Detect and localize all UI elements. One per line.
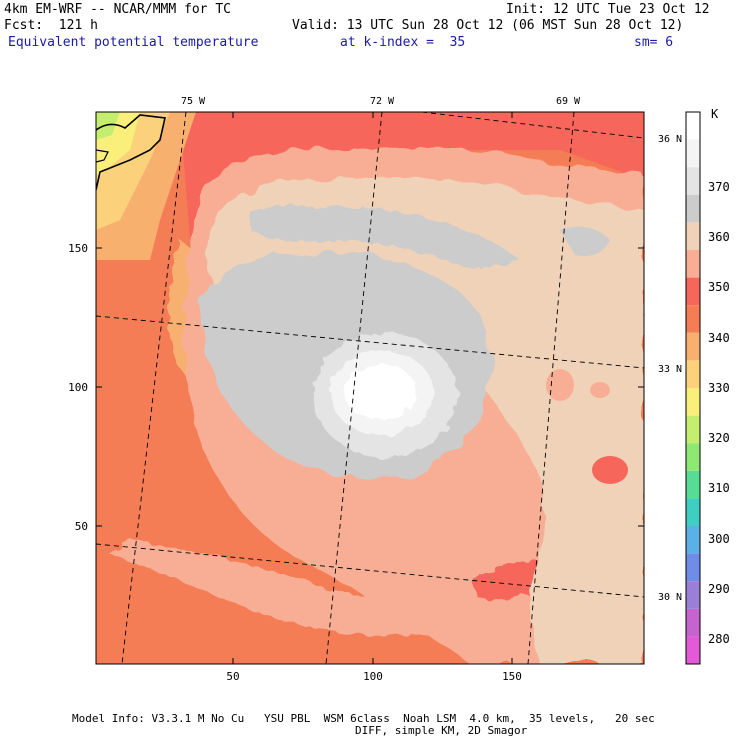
colorbar-swatch [686, 332, 700, 361]
forecast-hour: Fcst: 121 h [4, 18, 98, 33]
colorbar-swatch [686, 222, 700, 250]
lat-label-36n: 36 N [658, 134, 682, 145]
colorbar-swatch [686, 194, 700, 223]
colorbar-label-280: 280 [708, 632, 730, 646]
field-name: Equivalent potential temperature [8, 35, 259, 50]
colorbar-swatch [686, 277, 700, 306]
graticule [95, 111, 645, 665]
meridian-69w [527, 111, 575, 665]
lon-label-72w: 72 W [370, 96, 395, 107]
colorbar-swatch [686, 526, 700, 554]
colorbar-swatch [686, 305, 700, 333]
colorbar-swatch [686, 360, 700, 388]
map-frame [95, 111, 645, 665]
colorbar-frame [685, 111, 701, 665]
colorbar-label-300: 300 [708, 532, 730, 546]
colorbar-label-340: 340 [708, 331, 730, 345]
colorbar-swatch [686, 443, 700, 471]
model-info-diffusion: DIFF, simple KM, 2D Smagor [355, 724, 528, 737]
colorbar-swatch [686, 250, 700, 278]
y-tick-50: 50 [75, 520, 88, 533]
parallel-36n [421, 111, 645, 139]
model-title: 4km EM-WRF -- NCAR/MMM for TC [4, 2, 231, 17]
colorbar-unit: K [711, 107, 719, 121]
lat-label-33n: 33 N [658, 364, 682, 375]
lat-label-30n: 30 N [658, 592, 682, 603]
parallel-30n [95, 543, 645, 598]
colorbar-label-360: 360 [708, 230, 730, 244]
colorbar-label-310: 310 [708, 481, 730, 495]
colorbar-swatch [686, 608, 700, 637]
valid-time: Valid: 13 UTC Sun 28 Oct 12 (06 MST Sun … [292, 18, 684, 33]
parallel-33n [95, 315, 645, 369]
colorbar-swatch [686, 112, 700, 140]
colorbar-swatch [686, 498, 700, 526]
lon-label-69w: 69 W [556, 96, 581, 107]
y-tick-150: 150 [68, 242, 88, 255]
colorbar-swatch [686, 553, 700, 582]
colorbar-label-290: 290 [708, 582, 730, 596]
colorbar-swatch [686, 470, 700, 499]
colorbar-swatch [686, 139, 700, 168]
colorbar-label-330: 330 [708, 381, 730, 395]
init-time: Init: 12 UTC Tue 23 Oct 12 [506, 2, 710, 17]
k-index: at k-index = 35 [340, 35, 466, 50]
colorbar [685, 111, 701, 665]
meridian-72w [325, 111, 383, 665]
smoothing: sm= 6 [634, 35, 674, 50]
colorbar-swatch [686, 388, 700, 416]
lon-label-75w: 75 W [181, 96, 206, 107]
colorbar-label-350: 350 [708, 280, 730, 294]
colorbar-swatch [686, 636, 700, 664]
x-tick-150: 150 [502, 670, 522, 683]
model-info: Model Info: V3.3.1 M No Cu YSU PBL WSM 6… [72, 712, 655, 725]
colorbar-label-370: 370 [708, 180, 730, 194]
colorbar-swatch [686, 167, 700, 195]
x-tick-50: 50 [226, 670, 239, 683]
x-tick-100: 100 [363, 670, 383, 683]
colorbar-label-320: 320 [708, 431, 730, 445]
colorbar-swatch [686, 581, 700, 609]
colorbar-swatch [686, 415, 700, 444]
theta-e-field [96, 112, 644, 664]
meridian-75w [121, 111, 187, 665]
y-tick-100: 100 [68, 381, 88, 394]
